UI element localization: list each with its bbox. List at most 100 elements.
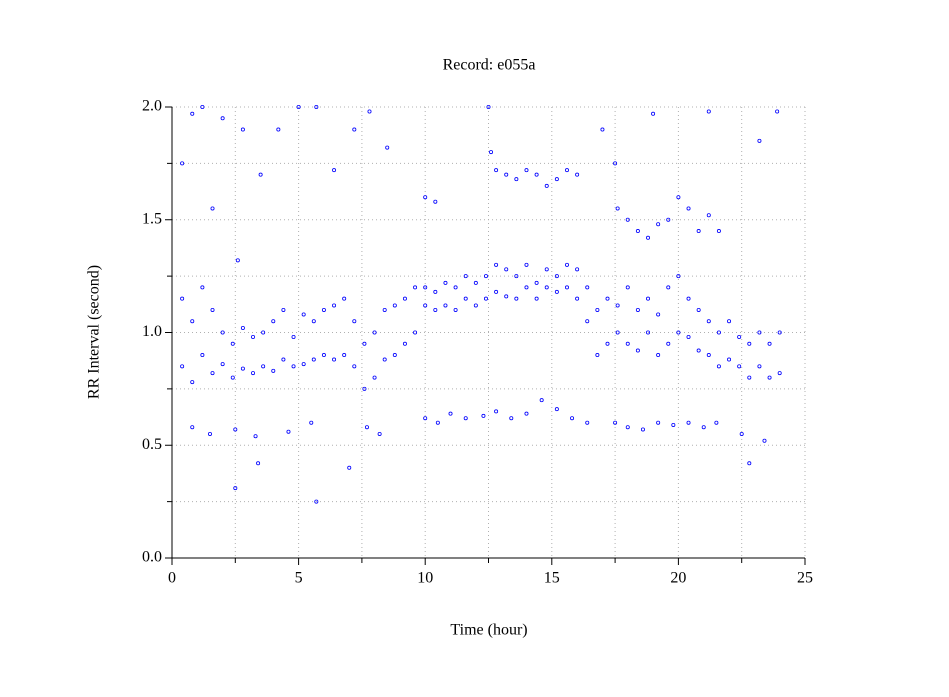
data-point: [747, 341, 752, 346]
data-point: [676, 195, 681, 200]
data-point: [240, 127, 245, 132]
data-point: [200, 353, 205, 358]
data-point: [233, 486, 238, 491]
data-point: [706, 109, 711, 114]
data-point: [716, 330, 721, 335]
data-point: [286, 429, 291, 434]
data-point: [443, 280, 448, 285]
data-point: [514, 177, 519, 182]
data-point: [483, 274, 488, 279]
data-point: [233, 427, 238, 432]
data-point: [666, 341, 671, 346]
data-point: [757, 364, 762, 369]
data-point: [402, 341, 407, 346]
data-point: [261, 330, 266, 335]
x-axis-label: Time (hour): [450, 622, 527, 639]
data-point: [544, 183, 549, 188]
data-point: [210, 307, 215, 312]
data-point: [180, 161, 185, 166]
data-point: [352, 127, 357, 132]
data-point: [321, 307, 326, 312]
y-tick-label: 2.0: [142, 98, 162, 115]
data-point: [382, 307, 387, 312]
data-point: [489, 150, 494, 155]
data-point: [220, 362, 225, 367]
data-point: [210, 371, 215, 376]
data-point: [585, 319, 590, 324]
data-point: [486, 105, 491, 110]
data-point: [413, 330, 418, 335]
data-point: [190, 380, 195, 385]
data-point: [494, 289, 499, 294]
data-point: [180, 364, 185, 369]
data-point: [385, 145, 390, 150]
data-point: [585, 420, 590, 425]
data-point: [666, 217, 671, 222]
data-point: [210, 206, 215, 211]
data-point: [539, 398, 544, 403]
data-point: [777, 330, 782, 335]
data-point: [727, 357, 732, 362]
data-point: [575, 267, 580, 272]
data-point: [676, 274, 681, 279]
data-point: [453, 307, 458, 312]
data-point: [448, 411, 453, 416]
data-point: [767, 375, 772, 380]
data-point: [509, 416, 514, 421]
data-point: [332, 303, 337, 308]
data-point: [296, 105, 301, 110]
data-point: [767, 341, 772, 346]
data-point: [585, 285, 590, 290]
data-point: [575, 296, 580, 301]
data-point: [342, 296, 347, 301]
data-point: [600, 127, 605, 132]
data-point: [402, 296, 407, 301]
data-point: [564, 285, 569, 290]
data-point: [524, 285, 529, 290]
data-point: [362, 386, 367, 391]
data-point: [747, 461, 752, 466]
data-point: [494, 409, 499, 414]
data-point: [676, 330, 681, 335]
data-point: [686, 296, 691, 301]
data-point: [314, 105, 319, 110]
data-point: [635, 229, 640, 234]
data-point: [706, 319, 711, 324]
data-point: [625, 217, 630, 222]
data-point: [207, 431, 212, 436]
data-point: [276, 127, 281, 132]
data-point: [706, 213, 711, 218]
data-point: [504, 294, 509, 299]
data-point: [240, 366, 245, 371]
data-point: [372, 330, 377, 335]
data-point: [367, 109, 372, 114]
x-tick-label: 0: [168, 570, 176, 587]
x-tick-label: 15: [544, 570, 560, 587]
data-point: [372, 375, 377, 380]
data-point: [190, 319, 195, 324]
data-point: [554, 289, 559, 294]
data-point: [714, 420, 719, 425]
data-point: [473, 280, 478, 285]
data-point: [321, 353, 326, 358]
data-point: [524, 168, 529, 173]
data-point: [190, 425, 195, 430]
data-point: [342, 353, 347, 358]
data-point: [762, 438, 767, 443]
data-point: [613, 161, 618, 166]
data-point: [291, 364, 296, 369]
data-point: [775, 109, 780, 114]
data-point: [554, 407, 559, 412]
data-point: [311, 357, 316, 362]
data-point: [413, 285, 418, 290]
data-point: [377, 431, 382, 436]
data-point: [747, 375, 752, 380]
data-point: [235, 258, 240, 263]
data-point: [646, 296, 651, 301]
data-point: [504, 267, 509, 272]
chart-title: Record: e055a: [443, 57, 536, 74]
data-point: [564, 262, 569, 267]
data-point: [240, 325, 245, 330]
data-point: [651, 111, 656, 116]
data-point: [314, 499, 319, 504]
